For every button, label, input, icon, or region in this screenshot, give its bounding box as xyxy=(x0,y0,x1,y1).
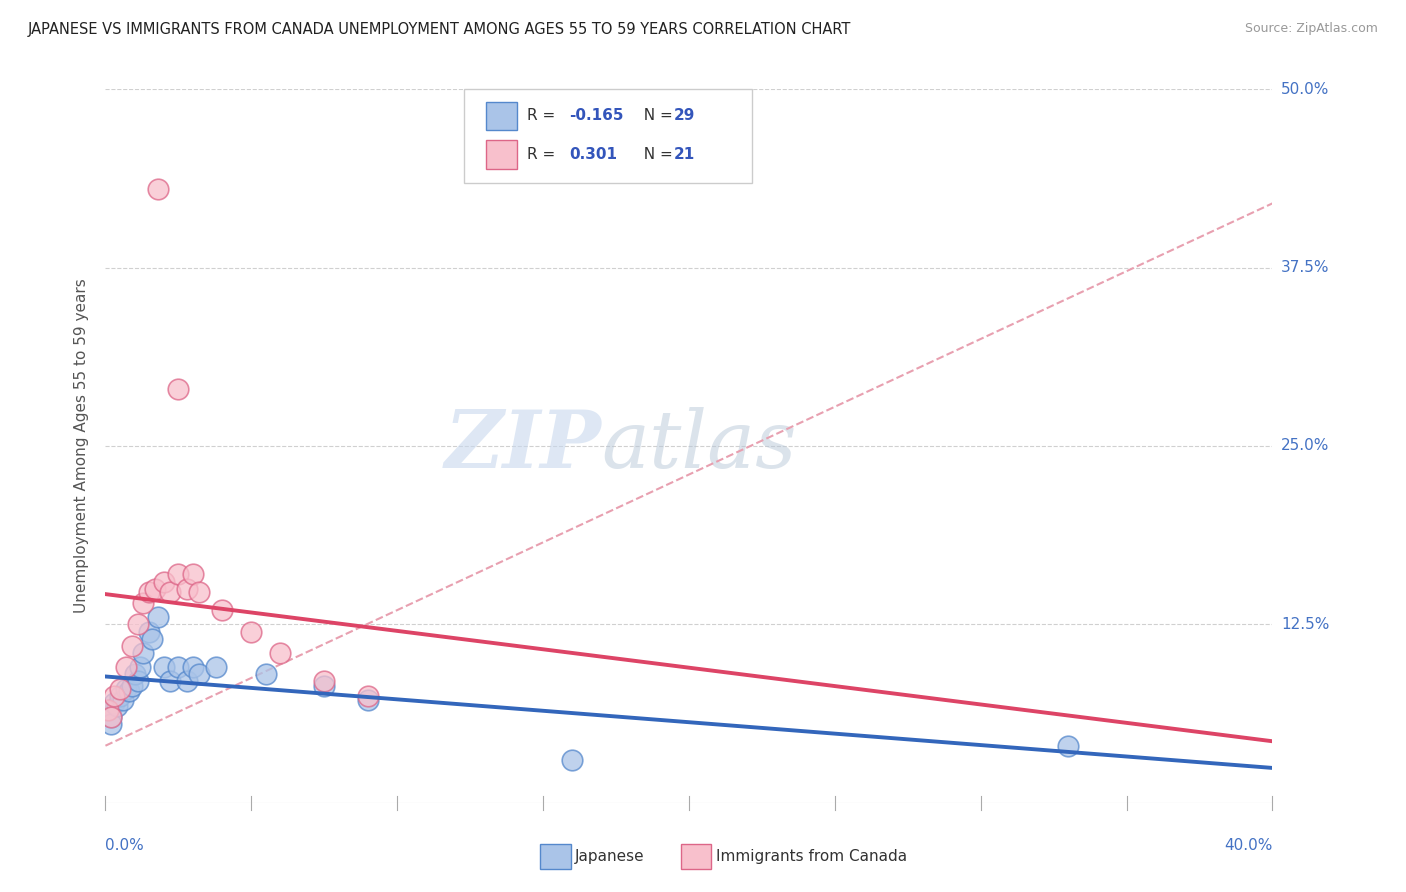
Text: 12.5%: 12.5% xyxy=(1281,617,1330,632)
Text: 0.301: 0.301 xyxy=(569,147,617,161)
Point xyxy=(121,679,143,693)
Point xyxy=(108,681,131,696)
Point xyxy=(152,660,174,674)
Point xyxy=(1057,739,1080,753)
Point xyxy=(167,660,190,674)
Point xyxy=(132,646,155,660)
Point xyxy=(181,660,204,674)
Point xyxy=(146,182,169,196)
Point xyxy=(561,753,583,767)
Text: N =: N = xyxy=(634,109,678,123)
Point xyxy=(167,382,190,396)
Text: R =: R = xyxy=(527,109,561,123)
Text: 40.0%: 40.0% xyxy=(1225,838,1272,854)
Text: 21: 21 xyxy=(673,147,695,161)
Point xyxy=(159,584,181,599)
Text: 50.0%: 50.0% xyxy=(1281,82,1330,96)
Text: 25.0%: 25.0% xyxy=(1281,439,1330,453)
Point xyxy=(127,617,149,632)
Text: 29: 29 xyxy=(673,109,695,123)
Y-axis label: Unemployment Among Ages 55 to 59 years: Unemployment Among Ages 55 to 59 years xyxy=(73,278,89,614)
Text: ZIP: ZIP xyxy=(444,408,602,484)
Point xyxy=(132,596,155,610)
Text: 37.5%: 37.5% xyxy=(1281,260,1330,275)
Point xyxy=(108,689,131,703)
Text: -0.165: -0.165 xyxy=(569,109,624,123)
Point xyxy=(187,667,209,681)
Point xyxy=(211,603,233,617)
Point xyxy=(118,684,141,698)
Point xyxy=(103,696,125,710)
Point xyxy=(314,674,336,689)
Point xyxy=(111,693,134,707)
Point xyxy=(124,667,146,681)
Point xyxy=(187,584,209,599)
Point xyxy=(181,567,204,582)
Point xyxy=(100,717,122,731)
Point xyxy=(97,703,120,717)
Point xyxy=(314,679,336,693)
Text: atlas: atlas xyxy=(602,408,797,484)
Point xyxy=(146,610,169,624)
Text: Immigrants from Canada: Immigrants from Canada xyxy=(716,849,907,863)
Text: 0.0%: 0.0% xyxy=(105,838,145,854)
Point xyxy=(159,674,181,689)
Point xyxy=(127,674,149,689)
Point xyxy=(240,624,263,639)
Point xyxy=(357,689,380,703)
Point xyxy=(176,674,198,689)
Point xyxy=(254,667,277,681)
Point xyxy=(115,660,138,674)
Text: JAPANESE VS IMMIGRANTS FROM CANADA UNEMPLOYMENT AMONG AGES 55 TO 59 YEARS CORREL: JAPANESE VS IMMIGRANTS FROM CANADA UNEMP… xyxy=(28,22,852,37)
Point xyxy=(97,703,120,717)
Point xyxy=(143,582,166,596)
Point xyxy=(129,660,152,674)
Point xyxy=(115,681,138,696)
Point xyxy=(167,567,190,582)
Text: R =: R = xyxy=(527,147,561,161)
Point xyxy=(100,710,122,724)
Point xyxy=(357,693,380,707)
Point xyxy=(100,710,122,724)
Point xyxy=(105,698,128,713)
Text: N =: N = xyxy=(634,147,678,161)
Point xyxy=(138,584,160,599)
Point xyxy=(152,574,174,589)
Point xyxy=(176,582,198,596)
Text: Japanese: Japanese xyxy=(575,849,645,863)
Point xyxy=(121,639,143,653)
Point xyxy=(103,689,125,703)
Point xyxy=(269,646,292,660)
Point xyxy=(138,624,160,639)
Text: Source: ZipAtlas.com: Source: ZipAtlas.com xyxy=(1244,22,1378,36)
Point xyxy=(141,632,163,646)
Point xyxy=(205,660,228,674)
